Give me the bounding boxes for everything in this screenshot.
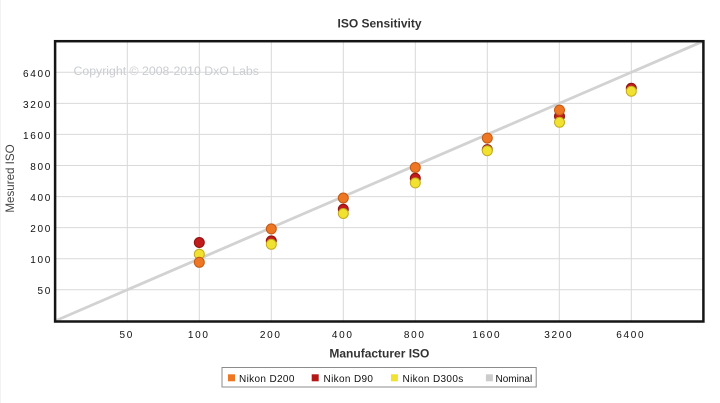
svg-text:Manufacturer ISO: Manufacturer ISO [329,347,429,361]
svg-text:100: 100 [30,255,52,266]
svg-text:ISO Sensitivity: ISO Sensitivity [337,17,421,31]
svg-text:Nikon D200: Nikon D200 [239,374,295,385]
svg-text:50: 50 [37,286,52,297]
svg-text:Mesured ISO: Mesured ISO [4,144,17,212]
svg-text:Nikon D90: Nikon D90 [324,374,374,385]
svg-text:800: 800 [404,330,426,341]
svg-text:Nominal: Nominal [496,374,533,385]
svg-text:3200: 3200 [23,100,52,111]
svg-text:400: 400 [332,330,354,341]
svg-text:50: 50 [120,330,135,341]
svg-text:6400: 6400 [23,69,52,80]
svg-text:1600: 1600 [23,131,52,142]
svg-text:200: 200 [260,330,282,341]
svg-text:6400: 6400 [616,330,645,341]
svg-text:Copyright © 2008-2010 DxO Labs: Copyright © 2008-2010 DxO Labs [74,64,259,78]
svg-text:Nikon D300s: Nikon D300s [403,374,464,385]
svg-text:3200: 3200 [544,330,573,341]
svg-text:800: 800 [30,162,52,173]
svg-text:200: 200 [30,224,52,235]
svg-text:1600: 1600 [472,330,501,341]
svg-text:100: 100 [188,330,210,341]
svg-text:400: 400 [30,193,52,204]
